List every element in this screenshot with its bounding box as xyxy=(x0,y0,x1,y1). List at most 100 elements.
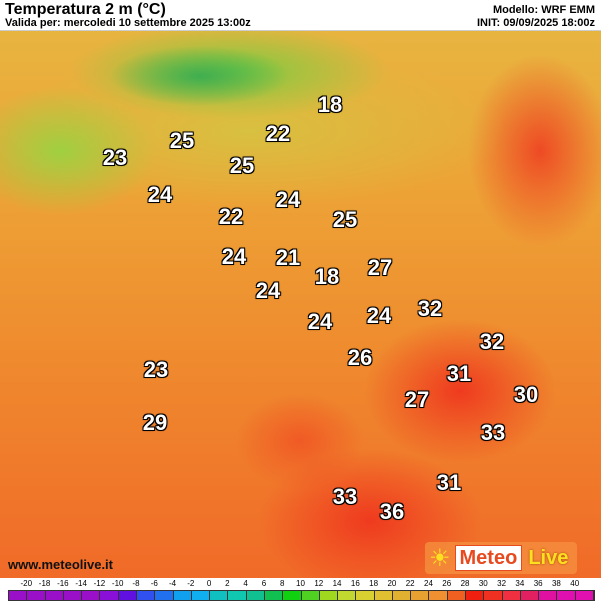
legend-swatch xyxy=(45,591,64,600)
temperature-label: 24 xyxy=(366,303,392,328)
legend-swatch xyxy=(191,591,211,600)
legend-tick: -16 xyxy=(57,579,69,588)
temperature-label: 27 xyxy=(404,387,430,412)
temperature-label: 25 xyxy=(332,207,358,232)
legend-swatch xyxy=(210,591,229,600)
temperature-label: 18 xyxy=(314,264,340,289)
legend-tick: 30 xyxy=(478,579,488,588)
legend-tick: 6 xyxy=(261,579,267,588)
legend-swatch xyxy=(520,591,540,600)
legend-swatch xyxy=(411,591,430,600)
legend-swatch xyxy=(27,591,46,600)
temperature-label: 33 xyxy=(480,420,506,445)
legend-tick: -8 xyxy=(132,579,140,588)
legend-swatch xyxy=(118,591,137,600)
legend-swatch xyxy=(539,591,558,600)
legend-swatch xyxy=(82,591,101,600)
legend-swatch xyxy=(173,591,192,600)
legend-tick: 0 xyxy=(206,579,212,588)
legend-tick: 20 xyxy=(387,579,397,588)
legend-tick: 36 xyxy=(533,579,543,588)
legend-tick: 38 xyxy=(551,579,561,588)
temperature-label: 27 xyxy=(367,255,393,280)
temperature-label: 24 xyxy=(307,309,333,334)
init-time: INIT: 09/09/2025 18:00z xyxy=(476,17,595,29)
temperature-label: 23 xyxy=(102,145,128,170)
legend-tick: 4 xyxy=(243,579,248,588)
temperature-label: 32 xyxy=(479,329,505,354)
legend-swatch xyxy=(392,591,412,600)
temperature-label: 18 xyxy=(317,92,343,117)
legend-tick: -4 xyxy=(168,579,177,588)
legend-swatch xyxy=(429,591,448,600)
legend-tick: 16 xyxy=(350,579,360,588)
logo-text-meteo: Meteo xyxy=(454,545,523,571)
website-url: www.meteolive.it xyxy=(8,557,113,572)
legend-swatch xyxy=(575,591,594,600)
legend-swatch xyxy=(228,591,247,600)
legend-tick: -6 xyxy=(150,579,158,588)
legend-tick: 28 xyxy=(460,579,470,588)
temperature-label: 24 xyxy=(275,187,301,212)
legend-swatch xyxy=(374,591,393,600)
sun-icon: ☀ xyxy=(429,544,451,572)
temperature-label: 36 xyxy=(379,499,405,524)
legend-tick: -20 xyxy=(20,579,33,588)
color-legend: -20 -18 -16 -14 -12 -10 -8 -6 -4 -2 0 2 4 6 8 10 12 14 16 1… xyxy=(0,578,601,601)
legend-tick: -12 xyxy=(93,579,106,588)
temperature-label: 22 xyxy=(218,204,244,229)
legend-swatch xyxy=(319,591,339,600)
legend-tick: 26 xyxy=(442,579,452,588)
legend-swatch xyxy=(484,591,503,600)
temperature-label: 31 xyxy=(436,470,462,495)
legend-swatch xyxy=(557,591,576,600)
temperature-label: 30 xyxy=(513,382,539,407)
legend-swatch xyxy=(356,591,375,600)
legend-tick: 8 xyxy=(279,579,285,588)
legend-swatch xyxy=(155,591,174,600)
temperature-label: 25 xyxy=(169,128,195,153)
legend-swatch xyxy=(338,591,357,600)
temperature-label: 31 xyxy=(446,361,472,386)
legend-swatch xyxy=(136,591,156,600)
legend-tick: 10 xyxy=(296,579,305,588)
temperature-map: 18 25 22 23 25 24 24 22 25 24 21 18 27 24 32 24 24 32 26 31… xyxy=(0,31,601,578)
temperature-label: 22 xyxy=(265,121,291,146)
temperature-label: 29 xyxy=(142,410,168,435)
legend-tick: 2 xyxy=(225,579,230,588)
temperature-label: 32 xyxy=(417,296,443,321)
map-title: Temperatura 2 m (°C) xyxy=(5,1,166,18)
temperature-label: 24 xyxy=(221,244,247,269)
legend-tick: 34 xyxy=(515,579,525,588)
temperature-label: 25 xyxy=(229,153,255,178)
legend-swatch xyxy=(301,591,320,600)
legend-tick: 18 xyxy=(369,579,379,588)
legend-tick: -18 xyxy=(38,579,51,588)
temperature-label: 24 xyxy=(255,278,281,303)
legend-swatch xyxy=(466,591,485,600)
temperature-label: 33 xyxy=(332,484,358,509)
legend-swatch xyxy=(447,591,467,600)
logo-text-live: Live xyxy=(528,546,569,569)
temperature-label: 21 xyxy=(275,245,301,270)
legend-swatch xyxy=(63,591,83,600)
legend-tick: -10 xyxy=(111,579,124,588)
legend-tick: 12 xyxy=(314,579,324,588)
legend-tick: -14 xyxy=(75,579,87,588)
temperature-label: 23 xyxy=(143,357,169,382)
legend-tick: 32 xyxy=(497,579,507,588)
meteolive-logo: ☀ Meteo Live xyxy=(425,542,577,574)
valid-time: Valida per: mercoledi 10 settembre 2025 … xyxy=(5,17,251,29)
legend-swatch xyxy=(502,591,521,600)
temperature-label: 24 xyxy=(147,182,173,207)
header: Temperatura 2 m (°C) Valida per: mercole… xyxy=(0,0,601,31)
temperature-label: 26 xyxy=(347,345,373,370)
legend-swatch xyxy=(283,591,302,600)
legend-tick: -2 xyxy=(187,579,195,588)
legend-swatch xyxy=(246,591,265,600)
legend-swatch xyxy=(9,591,28,600)
model-name: Modello: WRF EMM xyxy=(492,4,595,16)
legend-tick: 24 xyxy=(424,579,433,588)
legend-tick: 40 xyxy=(570,579,580,588)
legend-swatch xyxy=(264,591,284,600)
